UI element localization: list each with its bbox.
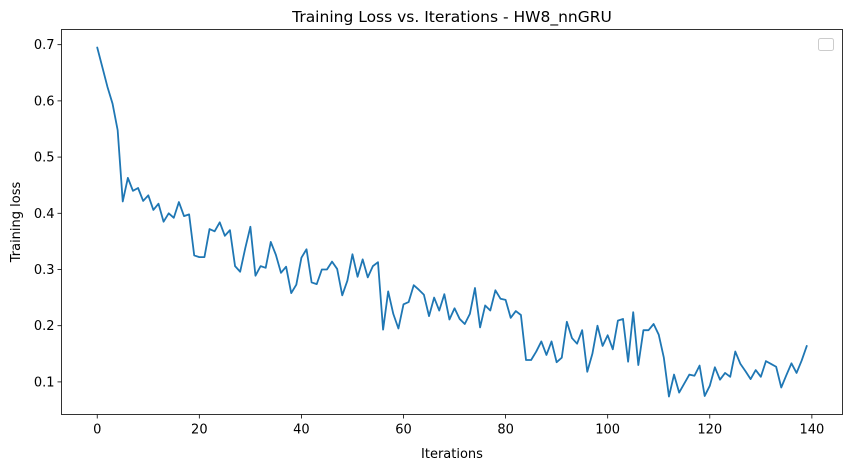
plot-area-frame: [61, 29, 843, 415]
y-axis-label: Training loss: [9, 182, 24, 264]
y-tick-label: 0.4: [34, 207, 55, 222]
x-tick-label: 120: [697, 423, 722, 438]
x-tick-label: 60: [395, 423, 412, 438]
x-axis-ticks: 0 20 40 60 80 100 120 140: [93, 414, 824, 438]
chart-title: Training Loss vs. Iterations - HW8_nnGRU: [291, 8, 612, 27]
legend-box: [818, 38, 834, 51]
y-axis-ticks: 0.1 0.2 0.3 0.4 0.5 0.6 0.7: [34, 38, 62, 390]
x-tick-label: 40: [293, 423, 310, 438]
x-tick-label: 80: [497, 423, 514, 438]
x-axis-label: Iterations: [421, 447, 483, 462]
x-tick-label: 140: [799, 423, 824, 438]
y-tick-label: 0.6: [34, 94, 55, 109]
legend: [818, 38, 834, 51]
x-tick-label: 20: [191, 423, 208, 438]
y-tick-label: 0.3: [34, 263, 55, 278]
series-line: [96, 46, 808, 398]
x-tick-label: 0: [93, 423, 101, 438]
series-layer: [96, 46, 808, 398]
y-tick-label: 0.2: [34, 319, 55, 334]
y-tick-label: 0.1: [34, 375, 55, 390]
y-tick-label: 0.7: [34, 38, 55, 53]
x-tick-label: 100: [595, 423, 620, 438]
y-tick-label: 0.5: [34, 151, 55, 166]
